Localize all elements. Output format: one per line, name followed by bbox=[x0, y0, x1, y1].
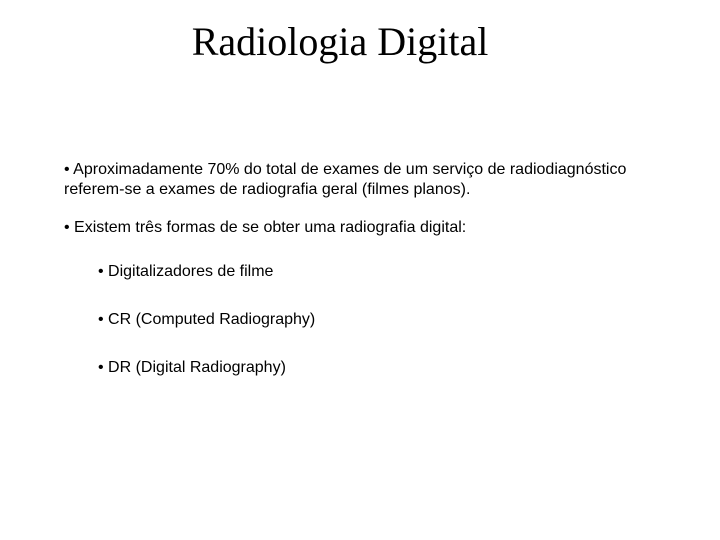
sub-bullet-item: • DR (Digital Radiography) bbox=[98, 358, 680, 378]
slide-title: Radiologia Digital bbox=[0, 0, 720, 65]
bullet-item: • Aproximadamente 70% do total de exames… bbox=[64, 160, 680, 200]
sub-bullet-item: • CR (Computed Radiography) bbox=[98, 310, 680, 330]
slide: Radiologia Digital • Aproximadamente 70%… bbox=[0, 0, 720, 540]
sub-bullet-item: • Digitalizadores de filme bbox=[98, 262, 680, 282]
bullet-item: • Existem três formas de se obter uma ra… bbox=[64, 218, 680, 238]
slide-body: • Aproximadamente 70% do total de exames… bbox=[64, 160, 680, 406]
